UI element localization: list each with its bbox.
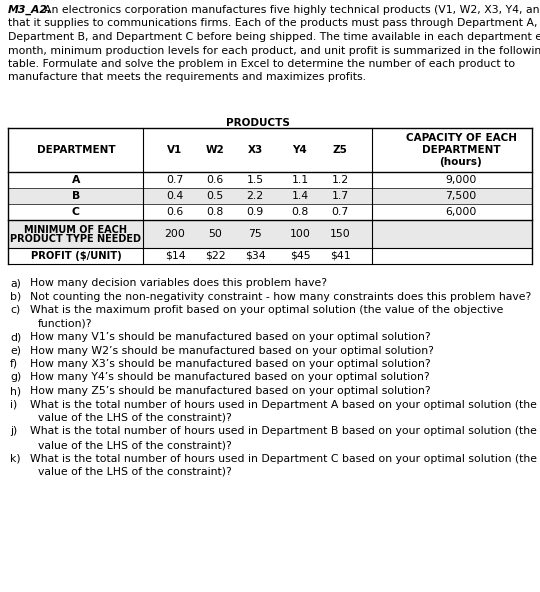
Text: What is the total number of hours used in Department B based on your optimal sol: What is the total number of hours used i… bbox=[30, 426, 537, 436]
Bar bbox=[8, 220, 532, 248]
Text: j): j) bbox=[10, 426, 17, 436]
Text: 7,500: 7,500 bbox=[446, 191, 477, 201]
Text: How many X3’s should be manufactured based on your optimal solution?: How many X3’s should be manufactured bas… bbox=[30, 359, 430, 369]
Text: How many decision variables does this problem have?: How many decision variables does this pr… bbox=[30, 278, 327, 288]
Text: A: A bbox=[72, 175, 80, 185]
Text: How many V1’s should be manufactured based on your optimal solution?: How many V1’s should be manufactured bas… bbox=[30, 332, 430, 342]
Text: value of the LHS of the constraint)?: value of the LHS of the constraint)? bbox=[38, 467, 232, 477]
Text: MINIMUM OF EACH: MINIMUM OF EACH bbox=[24, 225, 127, 235]
Text: 9,000: 9,000 bbox=[446, 175, 477, 185]
Text: that it supplies to communications firms. Each of the products must pass through: that it supplies to communications firms… bbox=[8, 18, 537, 28]
Text: $22: $22 bbox=[205, 251, 225, 261]
Text: $45: $45 bbox=[289, 251, 310, 261]
Text: i): i) bbox=[10, 400, 17, 410]
Text: manufacture that meets the requirements and maximizes profits.: manufacture that meets the requirements … bbox=[8, 72, 366, 82]
Text: C: C bbox=[72, 207, 80, 217]
Text: An electronics corporation manufactures five highly technical products (V1, W2, : An electronics corporation manufactures … bbox=[44, 5, 540, 15]
Text: 0.5: 0.5 bbox=[206, 191, 224, 201]
Text: 0.7: 0.7 bbox=[166, 175, 184, 185]
Text: a): a) bbox=[10, 278, 21, 288]
Text: 0.9: 0.9 bbox=[246, 207, 264, 217]
Text: W2: W2 bbox=[206, 145, 225, 155]
Text: 200: 200 bbox=[165, 229, 185, 239]
Text: $14: $14 bbox=[165, 251, 185, 261]
Text: value of the LHS of the constraint)?: value of the LHS of the constraint)? bbox=[38, 440, 232, 450]
Text: 6,000: 6,000 bbox=[446, 207, 477, 217]
Text: table. Formulate and solve the problem in Excel to determine the number of each : table. Formulate and solve the problem i… bbox=[8, 59, 515, 69]
Text: B: B bbox=[72, 191, 80, 201]
Text: month, minimum production levels for each product, and unit profit is summarized: month, minimum production levels for eac… bbox=[8, 46, 540, 56]
Text: PRODUCT TYPE NEEDED: PRODUCT TYPE NEEDED bbox=[10, 234, 141, 244]
Text: 50: 50 bbox=[208, 229, 222, 239]
Text: How many Z5’s should be manufactured based on your optimal solution?: How many Z5’s should be manufactured bas… bbox=[30, 386, 430, 396]
Text: h): h) bbox=[10, 386, 21, 396]
Text: 0.7: 0.7 bbox=[332, 207, 349, 217]
Text: d): d) bbox=[10, 332, 21, 342]
Text: DEPARTMENT: DEPARTMENT bbox=[37, 145, 116, 155]
Text: function)?: function)? bbox=[38, 318, 92, 329]
Text: 0.6: 0.6 bbox=[166, 207, 184, 217]
Text: f): f) bbox=[10, 359, 18, 369]
Text: PROFIT ($/UNIT): PROFIT ($/UNIT) bbox=[31, 251, 122, 261]
Text: 150: 150 bbox=[329, 229, 350, 239]
Text: Z5: Z5 bbox=[333, 145, 347, 155]
Text: 0.6: 0.6 bbox=[206, 175, 224, 185]
Text: PRODUCTS: PRODUCTS bbox=[226, 118, 289, 128]
Text: $41: $41 bbox=[330, 251, 350, 261]
Text: 75: 75 bbox=[248, 229, 262, 239]
Text: g): g) bbox=[10, 372, 21, 382]
Text: 1.5: 1.5 bbox=[246, 175, 264, 185]
Text: How many W2’s should be manufactured based on your optimal solution?: How many W2’s should be manufactured bas… bbox=[30, 346, 434, 356]
Text: How many Y4’s should be manufactured based on your optimal solution?: How many Y4’s should be manufactured bas… bbox=[30, 372, 430, 382]
Text: Y4: Y4 bbox=[293, 145, 307, 155]
Text: $34: $34 bbox=[245, 251, 265, 261]
Text: What is the total number of hours used in Department C based on your optimal sol: What is the total number of hours used i… bbox=[30, 453, 537, 464]
Text: 0.8: 0.8 bbox=[292, 207, 309, 217]
Text: CAPACITY OF EACH
DEPARTMENT
(hours): CAPACITY OF EACH DEPARTMENT (hours) bbox=[406, 133, 516, 168]
Text: 1.1: 1.1 bbox=[292, 175, 308, 185]
Text: M3_A2.: M3_A2. bbox=[8, 5, 52, 15]
Text: X3: X3 bbox=[247, 145, 262, 155]
Text: What is the maximum profit based on your optimal solution (the value of the obje: What is the maximum profit based on your… bbox=[30, 305, 503, 315]
Text: Not counting the non-negativity constraint - how many constraints does this prob: Not counting the non-negativity constrai… bbox=[30, 291, 531, 301]
Text: 2.2: 2.2 bbox=[246, 191, 264, 201]
Text: V1: V1 bbox=[167, 145, 183, 155]
Text: 1.4: 1.4 bbox=[292, 191, 308, 201]
Text: k): k) bbox=[10, 453, 21, 464]
Text: 1.7: 1.7 bbox=[332, 191, 348, 201]
Text: Department B, and Department C before being shipped. The time available in each : Department B, and Department C before be… bbox=[8, 32, 540, 42]
Text: c): c) bbox=[10, 305, 21, 315]
Text: 0.4: 0.4 bbox=[166, 191, 184, 201]
Text: value of the LHS of the constraint)?: value of the LHS of the constraint)? bbox=[38, 413, 232, 423]
Text: What is the total number of hours used in Department A based on your optimal sol: What is the total number of hours used i… bbox=[30, 400, 537, 410]
Text: 1.2: 1.2 bbox=[332, 175, 348, 185]
Bar bbox=[8, 188, 532, 204]
Text: e): e) bbox=[10, 346, 21, 356]
Text: 100: 100 bbox=[289, 229, 310, 239]
Text: b): b) bbox=[10, 291, 21, 301]
Text: 0.8: 0.8 bbox=[206, 207, 224, 217]
